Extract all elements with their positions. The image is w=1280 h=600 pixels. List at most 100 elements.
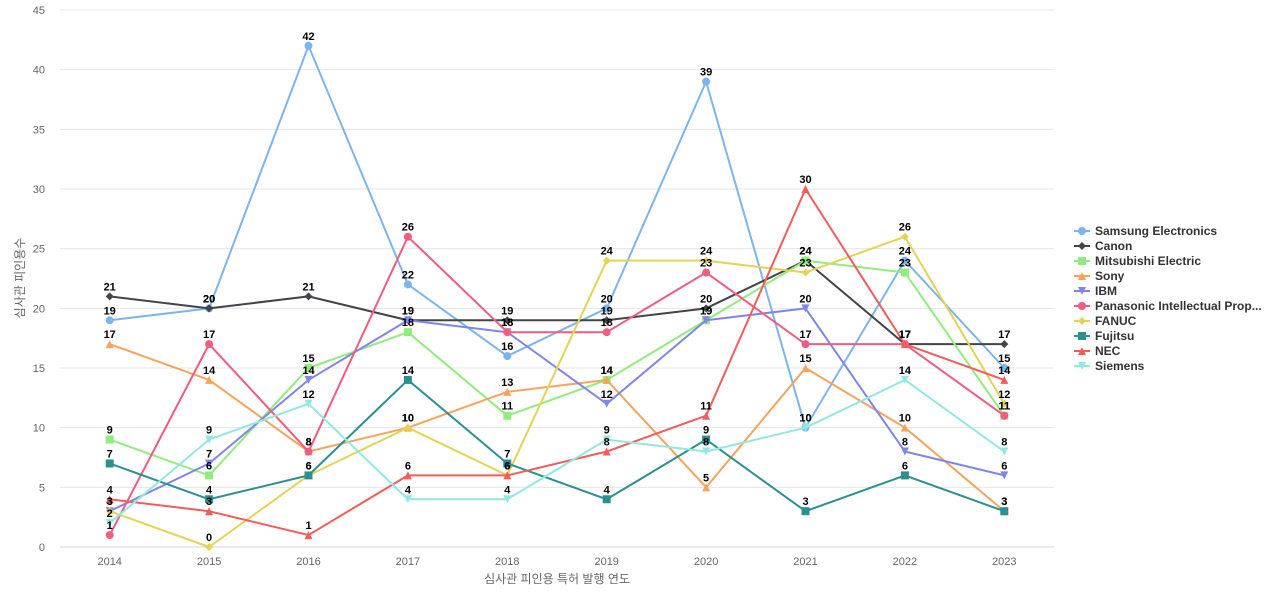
y-axis-ticks: 0 5 10 15 20 25 30 35 40 45: [33, 5, 45, 554]
data-label-panasonic-intellectual-prop: 17: [799, 329, 811, 341]
data-label-fujitsu: 7: [504, 448, 510, 460]
data-point-fujitsu: [105, 459, 114, 468]
legend-item-nec[interactable]: NEC: [1074, 344, 1121, 358]
data-label-nec: 6: [405, 460, 411, 472]
data-label-siemens: 4: [504, 484, 511, 496]
data-label-ibm: 18: [501, 317, 513, 329]
data-point-panasonic-intellectual-prop: [801, 340, 810, 349]
data-label-canon: 20: [203, 293, 215, 305]
y-tick-label: 30: [33, 184, 45, 196]
data-label-canon: 19: [501, 305, 513, 317]
data-label-mitsubishi-electric: 11: [998, 401, 1010, 413]
data-point-samsung-electronics: [1000, 364, 1009, 372]
data-label-fanuc: 12: [998, 389, 1010, 401]
data-label-canon: 20: [700, 293, 712, 305]
data-label-ibm: 19: [700, 305, 712, 317]
data-point-mitsubishi-electric: [304, 364, 313, 372]
data-point-ibm: [403, 316, 412, 325]
legend-label-nec: NEC: [1095, 344, 1121, 358]
data-point-fanuc: [1000, 399, 1009, 408]
data-point-canon: [702, 304, 711, 313]
legend-label-ibm: IBM: [1095, 284, 1117, 298]
legend-marker-sony: [1078, 272, 1086, 280]
data-label-samsung-electronics: 22: [402, 269, 414, 281]
legend-item-fujitsu[interactable]: Fujitsu: [1074, 329, 1134, 343]
grid-lines: [60, 9, 1054, 488]
data-point-nec: [205, 507, 214, 516]
data-label-nec: 8: [604, 437, 610, 449]
data-label-canon: 19: [402, 305, 414, 317]
x-tick-label: 2021: [793, 556, 817, 568]
data-label-fujitsu: 7: [107, 448, 113, 460]
series-fujitsu: [105, 375, 1009, 516]
data-point-panasonic-intellectual-prop: [503, 328, 512, 337]
data-point-sony: [105, 340, 114, 349]
data-point-canon: [1000, 340, 1009, 349]
data-point-ibm: [602, 399, 611, 408]
data-point-panasonic-intellectual-prop: [403, 232, 412, 241]
data-point-mitsubishi-electric: [105, 435, 114, 444]
data-label-ibm: 6: [1001, 460, 1007, 472]
data-label-nec: 17: [899, 329, 911, 341]
data-label-siemens: 4: [405, 484, 412, 496]
data-label-ibm: 12: [601, 389, 613, 401]
legend-marker-canon: [1078, 242, 1086, 250]
y-tick-label: 20: [33, 303, 45, 315]
legend-item-ibm[interactable]: IBM: [1074, 284, 1117, 298]
legend-item-mitsubishi-electric[interactable]: Mitsubishi Electric: [1074, 254, 1201, 268]
legend-item-fanuc[interactable]: FANUC: [1074, 314, 1137, 328]
legend-item-samsung-electronics[interactable]: Samsung Electronics: [1074, 224, 1217, 238]
data-label-fanuc: 26: [899, 222, 911, 234]
legend-item-canon[interactable]: Canon: [1074, 239, 1132, 253]
x-tick-label: 2018: [495, 556, 519, 568]
data-label-siemens: 2: [107, 508, 113, 520]
legend-item-panasonic-intellectual-prop[interactable]: Panasonic Intellectual Prop...: [1074, 299, 1262, 313]
data-point-sony: [503, 387, 512, 396]
legend-item-sony[interactable]: Sony: [1074, 269, 1125, 283]
legend-marker-panasonic-intellectual-prop: [1078, 302, 1086, 310]
data-point-panasonic-intellectual-prop: [1000, 411, 1009, 420]
data-label-ibm: 8: [902, 437, 908, 449]
data-point-nec: [403, 471, 412, 480]
data-label-mitsubishi-electric: 11: [501, 401, 513, 413]
data-label-fanuc: 6: [305, 460, 311, 472]
data-point-samsung-electronics: [503, 352, 512, 361]
data-label-ibm: 3: [107, 496, 113, 508]
data-label-fujitsu: 14: [402, 365, 415, 377]
data-point-samsung-electronics: [702, 77, 711, 86]
data-label-panasonic-intellectual-prop: 11: [998, 401, 1010, 413]
data-label-samsung-electronics: 20: [203, 293, 215, 305]
data-label-sony: 14: [601, 365, 614, 377]
data-label-mitsubishi-electric: 6: [206, 460, 212, 472]
data-point-panasonic-intellectual-prop: [304, 447, 313, 456]
data-label-fanuc: 24: [601, 246, 614, 258]
y-tick-label: 25: [33, 244, 45, 256]
data-point-siemens: [900, 375, 909, 384]
data-label-nec: 30: [799, 174, 811, 186]
data-point-mitsubishi-electric: [801, 256, 810, 265]
data-point-ibm: [900, 447, 909, 456]
data-label-sony: 5: [703, 472, 709, 484]
data-label-panasonic-intellectual-prop: 18: [501, 317, 513, 329]
data-label-siemens: 8: [1001, 437, 1007, 449]
data-point-ibm: [702, 316, 711, 325]
data-point-siemens: [403, 495, 412, 504]
data-label-panasonic-intellectual-prop: 17: [899, 329, 911, 341]
data-label-panasonic-intellectual-prop: 26: [402, 222, 414, 234]
data-label-fanuc: 24: [700, 246, 713, 258]
data-label-canon: 19: [601, 305, 613, 317]
data-point-canon: [105, 292, 114, 301]
legend-label-sony: Sony: [1095, 269, 1125, 283]
data-label-sony: 10: [899, 413, 911, 425]
data-point-samsung-electronics: [602, 304, 611, 313]
data-label-sony: 17: [104, 329, 116, 341]
y-axis-title: 심사관 피인용수: [13, 238, 27, 319]
data-label-nec: 6: [504, 460, 510, 472]
data-label-samsung-electronics: 16: [501, 341, 513, 353]
data-label-samsung-electronics: 24: [899, 246, 912, 258]
series-siemens: [105, 375, 1009, 528]
legend-item-siemens[interactable]: Siemens: [1074, 359, 1145, 373]
data-label-nec: 4: [107, 484, 114, 496]
series-panasonic-intellectual-prop: [105, 232, 1009, 540]
legend-label-samsung-electronics: Samsung Electronics: [1095, 224, 1217, 238]
